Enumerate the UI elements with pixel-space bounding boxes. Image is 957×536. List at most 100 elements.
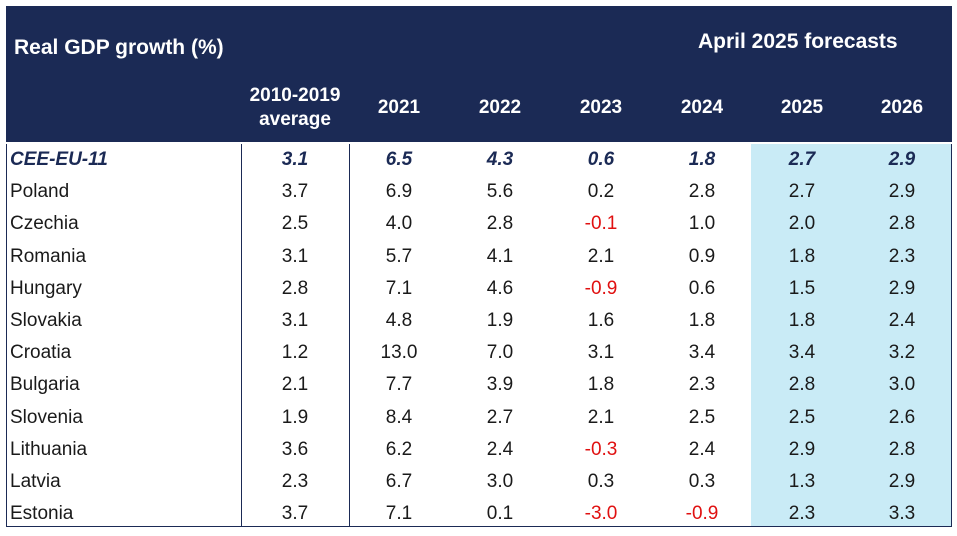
table-cell: 2.5 <box>281 213 309 235</box>
table-row: Lithuania 3.6 6.2 2.4 -0.3 2.4 2.9 2.8 <box>6 434 952 466</box>
table-cell: 7.0 <box>486 342 514 364</box>
table-cell: 2.4 <box>888 310 916 331</box>
row-label: Czechia <box>10 213 79 235</box>
table-row: Poland 3.7 6.9 5.6 0.2 2.8 2.7 2.9 <box>6 176 952 208</box>
column-header-0: 2010-2019 average <box>249 85 341 130</box>
table-cell: 2.8 <box>281 277 309 299</box>
table-cell: 2.5 <box>688 406 716 428</box>
row-label: Croatia <box>10 342 72 364</box>
table-cell: 0.6 <box>587 149 615 170</box>
table-cell: 5.7 <box>385 245 413 267</box>
row-label: Romania <box>10 245 87 267</box>
table-cell: 2.8 <box>788 374 816 396</box>
table-cell: 5.6 <box>486 181 514 203</box>
table-row: Croatia 1.2 13.0 7.0 3.1 3.4 3.4 3.2 <box>6 337 952 369</box>
table-cell: 0.9 <box>688 245 716 267</box>
table-cell: 3.2 <box>888 342 916 364</box>
table-cell: 2.3 <box>888 245 916 267</box>
table-header: Real GDP growth (%) April 2025 forecasts… <box>6 6 952 142</box>
table-cell: 2.9 <box>888 277 916 299</box>
table-cell: 6.5 <box>385 149 413 170</box>
table-cell: 2.8 <box>688 181 716 203</box>
table-cell: 3.9 <box>486 374 514 396</box>
table-cell: 0.3 <box>587 471 615 492</box>
table-cell: 3.0 <box>888 374 916 396</box>
table-cell: 1.3 <box>788 471 816 492</box>
table-cell: 4.3 <box>486 149 514 170</box>
row-label: Lithuania <box>10 438 88 460</box>
table-cell: 2.7 <box>788 149 816 170</box>
table-cell: 4.8 <box>385 310 413 331</box>
table-cell: -0.9 <box>584 277 618 299</box>
column-header-5: 2025 <box>780 97 824 118</box>
table-cell: 2.0 <box>788 213 816 235</box>
row-label: CEE-EU-11 <box>10 149 108 170</box>
table-cell: 1.2 <box>281 342 309 364</box>
table-cell: 4.0 <box>385 213 413 235</box>
table-cell: 3.6 <box>281 438 309 460</box>
table-row: Slovenia 1.9 8.4 2.7 2.1 2.5 2.5 2.6 <box>6 402 952 434</box>
table-cell: 3.1 <box>281 245 309 267</box>
table-cell: 6.9 <box>385 181 413 203</box>
table-cell: 3.1 <box>281 310 309 331</box>
table-cell: 1.8 <box>587 374 615 396</box>
table-cell: 2.8 <box>486 213 514 235</box>
row-label: Slovenia <box>10 406 83 428</box>
table-row: Romania 3.1 5.7 4.1 2.1 0.9 1.8 2.3 <box>6 241 952 273</box>
table-cell: 1.5 <box>788 277 816 299</box>
table-cell: 1.8 <box>688 310 716 331</box>
table-cell: 3.4 <box>688 342 716 364</box>
table-cell: 3.4 <box>788 342 816 364</box>
table-cell: 2.3 <box>788 503 816 525</box>
table-cell: 2.9 <box>788 438 816 460</box>
table-cell: 6.7 <box>385 471 413 492</box>
table-cell: 2.3 <box>281 471 309 492</box>
table-cell: 2.5 <box>788 406 816 428</box>
row-label: Latvia <box>10 471 61 492</box>
table-row: Bulgaria 2.1 7.7 3.9 1.8 2.3 2.8 3.0 <box>6 369 952 401</box>
table-cell: 3.7 <box>281 503 309 525</box>
table-cell: 3.1 <box>281 149 309 170</box>
table-cell: 1.9 <box>486 310 514 331</box>
table-cell: 7.1 <box>385 277 413 299</box>
table-cell: 2.7 <box>788 181 816 203</box>
row-label: Slovakia <box>10 310 82 331</box>
table-cell: 2.4 <box>486 438 514 460</box>
table-row: Hungary 2.8 7.1 4.6 -0.9 0.6 1.5 2.9 <box>6 273 952 305</box>
table-title: Real GDP growth (%) <box>14 36 224 59</box>
row-label: Poland <box>10 181 70 203</box>
table-cell: -0.1 <box>584 213 618 235</box>
table-cell: 3.7 <box>281 181 309 203</box>
table-cell: 0.3 <box>688 471 716 492</box>
table-cell: 7.7 <box>385 374 413 396</box>
table-cell: 3.1 <box>587 342 615 364</box>
gdp-table: Real GDP growth (%) April 2025 forecasts… <box>6 6 952 527</box>
table-cell: 2.8 <box>888 438 916 460</box>
table-cell: 7.1 <box>385 503 413 525</box>
column-header-1: 2021 <box>377 97 421 118</box>
table-row: Latvia 2.3 6.7 3.0 0.3 0.3 1.3 2.9 <box>6 466 952 498</box>
table-row: Slovakia 3.1 4.8 1.9 1.6 1.8 1.8 2.4 <box>6 305 952 337</box>
total-row: CEE-EU-11 3.1 6.5 4.3 0.6 1.8 2.7 2.9 <box>6 144 952 176</box>
table-cell: 3.0 <box>486 471 514 492</box>
row-label: Hungary <box>10 277 82 299</box>
forecast-highlight <box>751 144 951 526</box>
table-cell: 4.1 <box>486 245 514 267</box>
table-cell: 1.9 <box>281 406 309 428</box>
table-cell: 1.8 <box>788 310 816 331</box>
table-cell: 6.2 <box>385 438 413 460</box>
table-cell: 2.9 <box>888 181 916 203</box>
table-cell: 3.3 <box>888 503 916 525</box>
column-header-3: 2023 <box>579 97 623 118</box>
column-header-2: 2022 <box>478 97 522 118</box>
table-cell: 0.1 <box>486 503 514 525</box>
table-row: Czechia 2.5 4.0 2.8 -0.1 1.0 2.0 2.8 <box>6 208 952 240</box>
table-cell: 4.6 <box>486 277 514 299</box>
column-header-6: 2026 <box>880 97 924 118</box>
table-cell: 0.2 <box>587 181 615 203</box>
table-cell: 2.7 <box>486 406 514 428</box>
row-label: Bulgaria <box>10 374 80 396</box>
table-cell: 2.4 <box>688 438 716 460</box>
table-cell: 1.8 <box>788 245 816 267</box>
table-cell: 1.0 <box>688 213 716 235</box>
